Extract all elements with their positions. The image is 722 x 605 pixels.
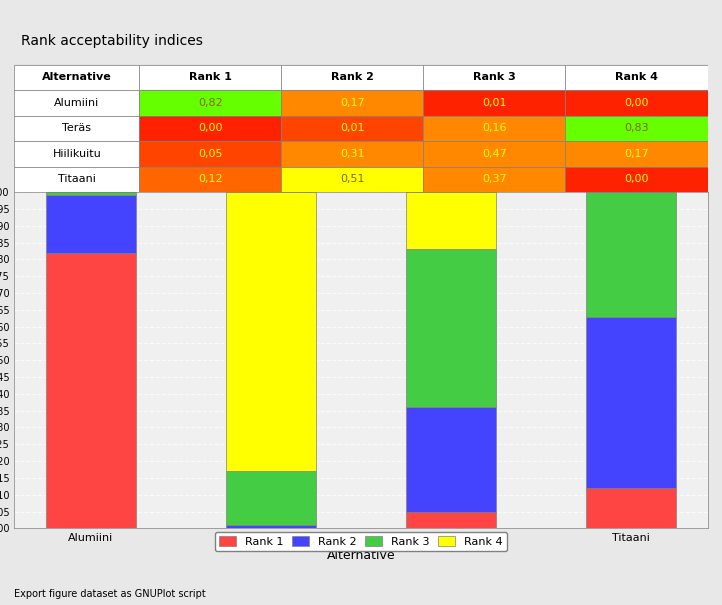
Bar	[586, 488, 676, 528]
FancyBboxPatch shape	[423, 141, 565, 166]
Text: Teräs: Teräs	[62, 123, 91, 133]
FancyBboxPatch shape	[565, 65, 708, 90]
Bar	[406, 512, 496, 528]
Bar	[586, 192, 676, 316]
Text: Export figure dataset as GNUPlot script: Export figure dataset as GNUPlot script	[14, 589, 206, 599]
FancyBboxPatch shape	[139, 116, 282, 141]
Text: Rank 3: Rank 3	[473, 72, 516, 82]
FancyBboxPatch shape	[139, 141, 282, 166]
Text: 0,37: 0,37	[482, 174, 507, 185]
Bar	[226, 192, 316, 471]
Text: 0,12: 0,12	[198, 174, 222, 185]
Text: Titaani: Titaani	[58, 174, 96, 185]
Text: 0,17: 0,17	[340, 98, 365, 108]
Bar	[46, 192, 136, 195]
FancyBboxPatch shape	[139, 90, 282, 116]
Text: 0,17: 0,17	[625, 149, 649, 159]
FancyBboxPatch shape	[14, 116, 139, 141]
FancyBboxPatch shape	[282, 90, 423, 116]
FancyBboxPatch shape	[565, 166, 708, 192]
Bar	[226, 525, 316, 528]
Text: 0,00: 0,00	[625, 98, 649, 108]
FancyBboxPatch shape	[282, 116, 423, 141]
Text: 0,82: 0,82	[198, 98, 222, 108]
Text: 0,01: 0,01	[482, 98, 507, 108]
FancyBboxPatch shape	[423, 90, 565, 116]
Text: Alumiini: Alumiini	[54, 98, 100, 108]
Bar	[586, 316, 676, 488]
FancyBboxPatch shape	[282, 65, 423, 90]
FancyBboxPatch shape	[14, 65, 139, 90]
Text: 0,05: 0,05	[198, 149, 222, 159]
Text: Rank 4: Rank 4	[615, 72, 658, 82]
Text: Alternative: Alternative	[42, 72, 112, 82]
Text: 0,47: 0,47	[482, 149, 507, 159]
Text: Rank 2: Rank 2	[331, 72, 374, 82]
Bar	[406, 192, 496, 249]
Text: 0,00: 0,00	[198, 123, 222, 133]
FancyBboxPatch shape	[139, 166, 282, 192]
Bar	[406, 249, 496, 407]
Text: 0,31: 0,31	[340, 149, 365, 159]
Bar	[226, 471, 316, 525]
FancyBboxPatch shape	[282, 141, 423, 166]
Text: 0,01: 0,01	[340, 123, 365, 133]
FancyBboxPatch shape	[423, 166, 565, 192]
FancyBboxPatch shape	[14, 90, 139, 116]
Bar	[406, 407, 496, 512]
FancyBboxPatch shape	[565, 116, 708, 141]
Text: Rank 1: Rank 1	[189, 72, 232, 82]
FancyBboxPatch shape	[565, 90, 708, 116]
Text: Hiilikuitu: Hiilikuitu	[53, 149, 101, 159]
Text: 0,51: 0,51	[340, 174, 365, 185]
X-axis label: Alternative: Alternative	[326, 549, 396, 562]
Bar	[46, 195, 136, 253]
FancyBboxPatch shape	[282, 166, 423, 192]
FancyBboxPatch shape	[423, 65, 565, 90]
FancyBboxPatch shape	[14, 166, 139, 192]
Text: 0,83: 0,83	[625, 123, 649, 133]
Legend: Rank 1, Rank 2, Rank 3, Rank 4: Rank 1, Rank 2, Rank 3, Rank 4	[215, 532, 507, 551]
Bar	[46, 253, 136, 528]
FancyBboxPatch shape	[139, 65, 282, 90]
FancyBboxPatch shape	[423, 116, 565, 141]
Text: 0,16: 0,16	[482, 123, 507, 133]
Text: 0,00: 0,00	[625, 174, 649, 185]
FancyBboxPatch shape	[14, 141, 139, 166]
Text: Rank acceptability indices: Rank acceptability indices	[22, 34, 204, 48]
FancyBboxPatch shape	[565, 141, 708, 166]
